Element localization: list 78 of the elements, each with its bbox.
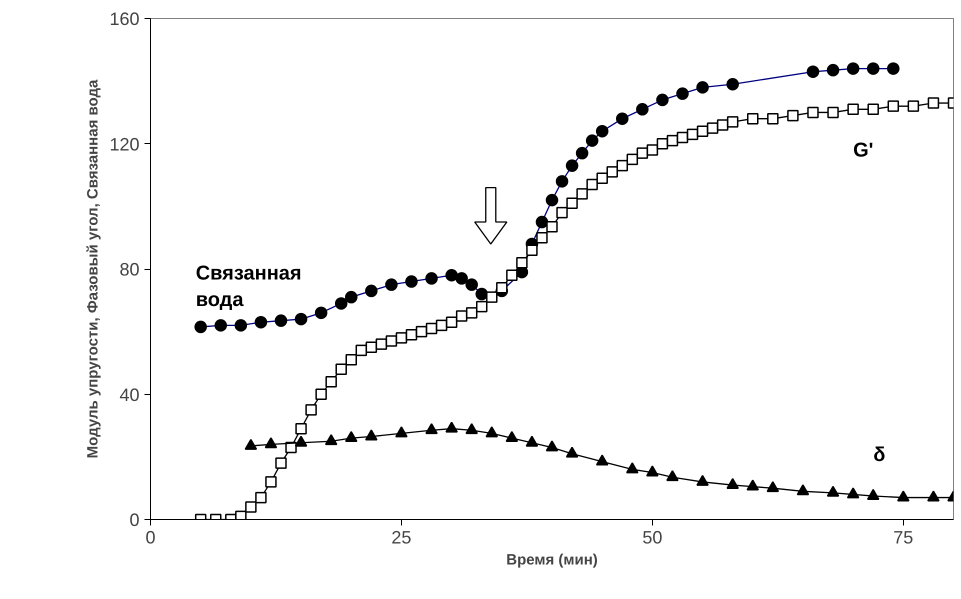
point	[214, 319, 228, 332]
point	[726, 78, 739, 90]
point	[866, 62, 880, 75]
point	[465, 278, 478, 291]
point	[586, 134, 598, 147]
point	[194, 320, 207, 334]
x-tick-label: 25	[391, 528, 412, 548]
y-tick-label: 120	[109, 134, 140, 154]
point	[696, 81, 709, 94]
point	[334, 297, 348, 310]
point	[345, 290, 358, 304]
point	[546, 194, 558, 206]
point	[506, 430, 518, 442]
point	[596, 454, 608, 466]
point	[666, 470, 679, 482]
point	[324, 434, 338, 446]
point	[405, 275, 418, 288]
point	[566, 159, 578, 172]
point	[244, 438, 258, 450]
x-tick-label: 50	[642, 528, 662, 548]
y-tick-label: 0	[129, 510, 140, 530]
point	[887, 62, 900, 75]
point	[696, 474, 709, 486]
point	[576, 146, 588, 160]
point	[254, 316, 268, 328]
point	[806, 65, 820, 78]
point	[274, 314, 288, 327]
point	[425, 272, 438, 285]
point	[365, 429, 378, 440]
point	[546, 440, 558, 452]
point	[726, 478, 739, 489]
point	[365, 284, 378, 298]
point	[526, 436, 538, 447]
point	[846, 62, 860, 75]
point	[676, 87, 689, 100]
point	[746, 480, 759, 491]
point	[826, 64, 840, 76]
point	[636, 103, 649, 116]
point	[656, 94, 669, 106]
point	[395, 426, 408, 438]
x-tick-label: 0	[145, 528, 156, 548]
point	[846, 487, 860, 498]
point	[626, 462, 639, 474]
point	[445, 269, 458, 282]
point	[596, 124, 608, 138]
y-axis-title: Модуль упругости, Фазовый угол, Связанная вода	[84, 79, 102, 458]
series-label: Связанная вода	[196, 262, 302, 311]
point	[475, 288, 488, 300]
point	[486, 426, 498, 438]
x-axis-title: Время (мин)	[506, 552, 598, 568]
point	[465, 423, 478, 434]
point	[766, 481, 780, 492]
y-tick-label: 80	[119, 260, 140, 280]
point	[826, 486, 840, 497]
point	[536, 216, 548, 228]
point	[234, 319, 248, 332]
point	[345, 430, 358, 442]
point	[445, 422, 458, 433]
point	[646, 465, 659, 476]
point	[796, 484, 810, 496]
series-label: δ	[873, 444, 886, 466]
point	[616, 112, 629, 125]
point	[385, 278, 398, 291]
x-tick-label: 75	[893, 528, 914, 548]
y-tick-label: 40	[119, 384, 140, 405]
point	[455, 272, 468, 285]
point	[264, 437, 278, 448]
point	[556, 175, 568, 188]
point	[294, 436, 308, 447]
y-tick-label: 160	[109, 9, 140, 29]
point	[866, 488, 880, 500]
point	[294, 312, 308, 326]
point	[314, 306, 328, 320]
point	[566, 446, 578, 458]
point	[927, 490, 940, 502]
series-label: G'	[853, 139, 874, 162]
point	[425, 423, 438, 434]
point	[897, 490, 910, 502]
